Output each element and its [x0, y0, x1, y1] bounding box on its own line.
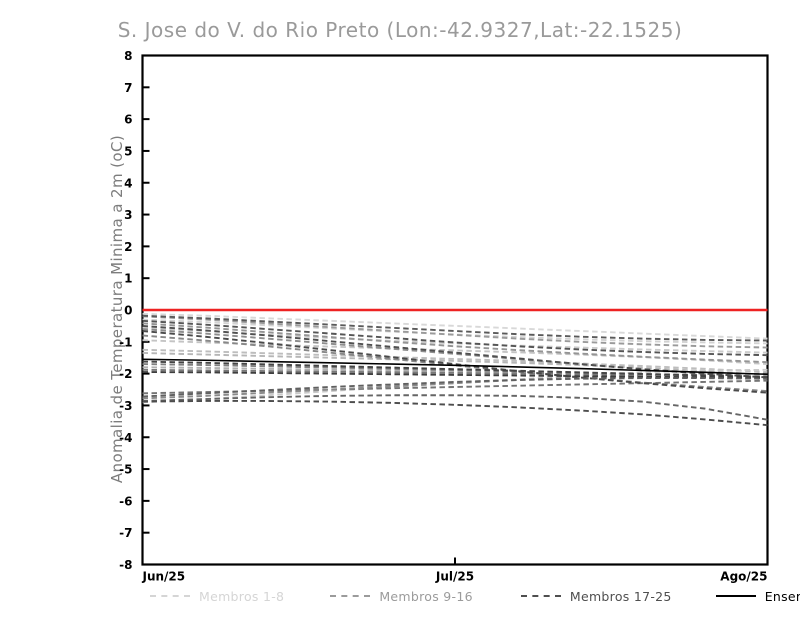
member-line	[142, 366, 768, 379]
y-axis-tick-label: 5	[124, 144, 132, 158]
legend-swatch	[520, 595, 561, 597]
legend-swatch	[715, 595, 756, 597]
y-axis-tick-label: 3	[124, 208, 132, 222]
y-axis-tick-label: 8	[124, 49, 132, 63]
member-line	[142, 363, 768, 378]
y-axis-tick-label: -4	[119, 431, 132, 445]
legend-swatch	[150, 595, 190, 597]
member-line	[142, 368, 768, 379]
y-axis-tick-label: -7	[119, 526, 132, 540]
y-axis-tick-label: 4	[124, 176, 132, 190]
member-line	[142, 372, 768, 400]
member-line	[142, 348, 768, 373]
legend-label: Membros 17-25	[569, 588, 672, 604]
y-axis-tick-label: -6	[119, 494, 132, 508]
y-axis-tick-label: 1	[124, 272, 132, 286]
legend-label: Ensemble Mean	[764, 588, 800, 604]
y-axis-tick-label: -5	[119, 463, 132, 477]
legend-swatch	[330, 595, 371, 597]
member-line	[142, 318, 768, 345]
member-line	[142, 319, 768, 357]
y-axis-tick-label: 6	[124, 113, 132, 127]
member-line	[142, 377, 768, 398]
x-axis-tick-label: Ago/25	[720, 570, 767, 584]
member-line	[142, 312, 768, 340]
legend-label: Membros 9-16	[379, 588, 473, 604]
y-axis-tick-label: -2	[119, 367, 132, 381]
y-axis-tick-label: -3	[119, 399, 132, 413]
member-line	[142, 315, 768, 349]
chart-legend: Membros 1-8 Membros 9-16 Membros 17-25 Ense…	[142, 586, 800, 606]
member-line	[142, 400, 768, 427]
legend-label: Membros 1-8	[199, 588, 285, 604]
y-axis-tick-label: 0	[124, 304, 132, 318]
member-line	[142, 322, 768, 364]
member-line	[142, 394, 768, 421]
x-axis-tick-label: Jun/25	[142, 570, 186, 584]
ensemble-mean-line	[142, 358, 768, 376]
legend-item: Membros 1-8	[150, 589, 284, 604]
legend-item: Membros 17-25	[520, 588, 672, 604]
legend-item: Ensemble Mean	[715, 588, 800, 604]
member-line	[142, 339, 768, 366]
member-line	[142, 360, 768, 379]
x-axis-tick-label: Jul/25	[435, 570, 474, 584]
y-axis-tick-label: 2	[124, 240, 132, 254]
legend-item: Membros 9-16	[330, 589, 473, 604]
y-axis-tick-label: 7	[124, 81, 132, 95]
y-axis-tick-label: -8	[119, 558, 132, 572]
member-line	[142, 314, 768, 342]
member-line	[142, 330, 768, 394]
y-axis-tick-label: -1	[119, 335, 132, 349]
page-title: S. Jose do V. do Rio Preto (Lon:-42.9327…	[117, 18, 683, 42]
member-line	[142, 352, 768, 376]
member-line	[142, 368, 768, 404]
member-line	[142, 371, 768, 380]
